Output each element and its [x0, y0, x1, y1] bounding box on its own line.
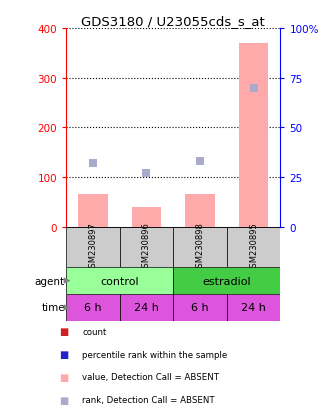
Text: agent: agent — [35, 276, 65, 286]
Title: GDS3180 / U23055cds_s_at: GDS3180 / U23055cds_s_at — [82, 15, 265, 28]
Bar — [78, 195, 108, 227]
Point — [144, 170, 149, 177]
Bar — [227, 294, 280, 321]
Text: ■: ■ — [59, 394, 69, 405]
Bar — [185, 195, 215, 227]
Text: ■: ■ — [59, 349, 69, 359]
Text: GSM230897: GSM230897 — [88, 222, 97, 273]
Text: estradiol: estradiol — [203, 276, 251, 286]
Text: count: count — [82, 327, 107, 336]
Bar — [119, 294, 173, 321]
Text: 6 h: 6 h — [84, 303, 102, 313]
Text: percentile rank within the sample: percentile rank within the sample — [82, 350, 228, 358]
Bar — [66, 227, 119, 268]
Point — [251, 85, 256, 92]
Text: GSM230895: GSM230895 — [249, 222, 258, 273]
Text: rank, Detection Call = ABSENT: rank, Detection Call = ABSENT — [82, 395, 215, 404]
Bar — [227, 227, 280, 268]
Text: 24 h: 24 h — [241, 303, 266, 313]
Text: ■: ■ — [59, 326, 69, 337]
Bar — [173, 227, 227, 268]
Text: 6 h: 6 h — [191, 303, 209, 313]
Text: value, Detection Call = ABSENT: value, Detection Call = ABSENT — [82, 373, 219, 381]
Bar — [119, 227, 173, 268]
Bar — [132, 207, 161, 227]
Bar — [66, 294, 119, 321]
Point — [90, 160, 95, 167]
Text: GSM230896: GSM230896 — [142, 222, 151, 273]
Text: time: time — [41, 303, 65, 313]
Bar — [66, 268, 173, 294]
Bar — [173, 268, 280, 294]
Text: control: control — [100, 276, 139, 286]
Text: 24 h: 24 h — [134, 303, 159, 313]
Point — [197, 159, 203, 165]
Bar — [239, 44, 268, 227]
Text: GSM230898: GSM230898 — [196, 222, 205, 273]
Text: ■: ■ — [59, 372, 69, 382]
Bar — [173, 294, 227, 321]
